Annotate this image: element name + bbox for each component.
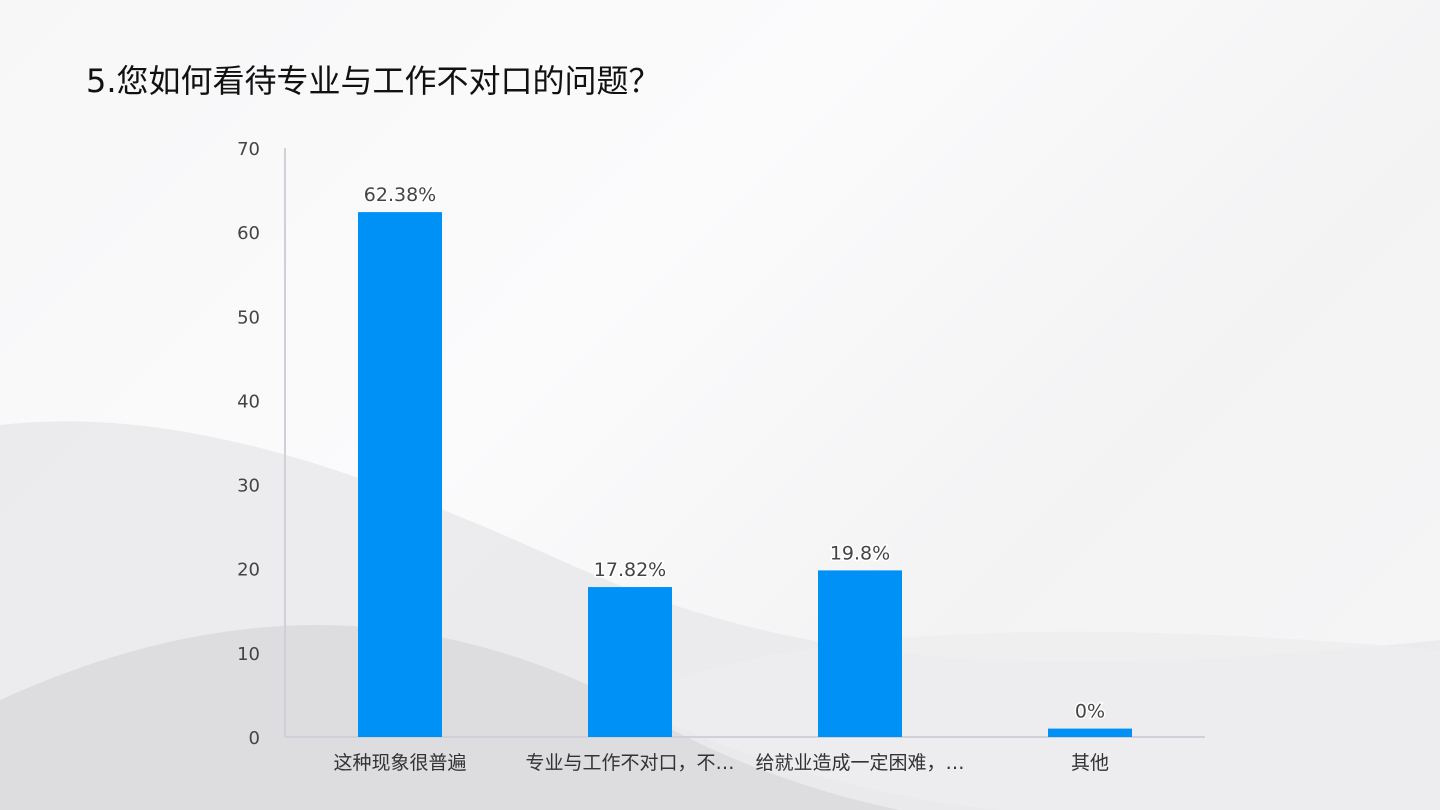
bar (358, 212, 442, 738)
data-label: 0% (1075, 701, 1105, 723)
bar (1048, 728, 1132, 737)
category-label: 专业与工作不对口，不… (525, 752, 734, 774)
y-tick-label: 40 (237, 391, 260, 412)
bar (818, 570, 902, 737)
category-label: 给就业造成一定困难，… (755, 752, 964, 774)
category-label: 这种现象很普遍 (333, 752, 466, 774)
y-tick-label: 10 (237, 644, 260, 665)
y-tick-label: 60 (237, 223, 260, 244)
data-label: 17.82% (594, 559, 666, 581)
category-label: 其他 (1071, 752, 1109, 774)
data-label: 19.8% (830, 542, 890, 564)
y-tick-label: 0 (249, 728, 260, 749)
data-label: 62.38% (364, 184, 436, 206)
bar (588, 587, 672, 737)
y-tick-label: 70 (237, 139, 260, 160)
y-tick-label: 50 (237, 307, 260, 328)
slide-title: 5.您如何看待专业与工作不对口的问题？ (86, 62, 661, 100)
y-tick-label: 20 (237, 560, 260, 581)
y-tick-label: 30 (237, 476, 260, 497)
